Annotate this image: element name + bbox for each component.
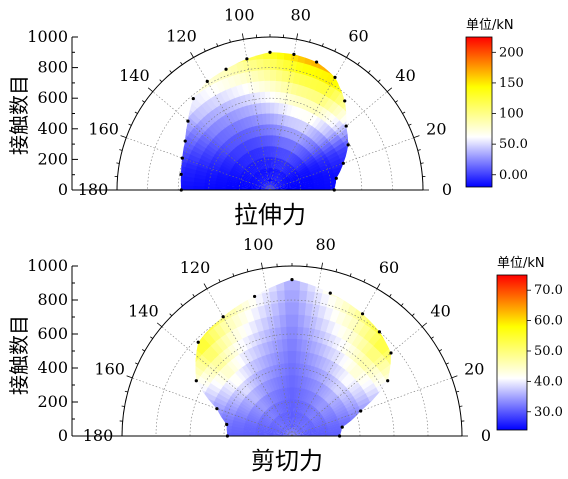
envelope-point (343, 99, 347, 103)
envelope-point (186, 119, 190, 123)
colorbar-tick-label: 200 (499, 45, 524, 60)
radial-tick-label: 0 (58, 180, 68, 199)
envelope-point (340, 425, 344, 429)
angle-tick-label: 140 (128, 301, 159, 320)
angle-tick-label: 160 (94, 360, 125, 379)
envelope-point (194, 379, 198, 383)
envelope-point (292, 52, 296, 56)
envelope-point (341, 161, 345, 165)
envelope-point (253, 294, 257, 299)
envelope-point (332, 188, 336, 192)
angle-tick-label: 120 (180, 258, 211, 277)
envelope-point (179, 172, 183, 176)
envelope-point (245, 57, 249, 61)
envelope-point (224, 67, 228, 71)
radial-tick-label: 800 (37, 290, 68, 309)
caption-shear: 剪切力 (251, 447, 323, 475)
colorbar-tick-label: 150 (499, 76, 524, 91)
colorbar-tick-label: 60.0 (534, 314, 563, 329)
envelope-point (338, 434, 342, 438)
radial-tick-label: 200 (37, 149, 68, 168)
envelope-point (183, 139, 187, 143)
colorbar: 30.0 40.0 50.0 60.0 70.0 (496, 274, 563, 431)
angle-tick-label: 100 (224, 6, 255, 25)
radial-tick-label: 1000 (27, 27, 68, 46)
colorbar-tick-label: 30.0 (534, 405, 563, 420)
radial-tick-label: 400 (37, 119, 68, 138)
envelope-point (314, 60, 319, 64)
envelope-point (221, 315, 225, 319)
angle-tick-label: 160 (88, 119, 119, 138)
envelope-point (191, 96, 195, 101)
envelope-point (334, 176, 338, 180)
envelope-point (268, 50, 272, 54)
colorbar: 0.00 50.0 100 150 200 (465, 36, 528, 188)
angle-tick-label: 0 (442, 180, 452, 199)
tensile-force-polar-chart: 接触数目 拉伸力 单位/kN 0204060801001201401601800… (7, 6, 528, 229)
envelope-points (194, 278, 393, 438)
envelope-point (225, 422, 229, 427)
angle-tick-label: 140 (119, 66, 150, 85)
radial-tick-label: 600 (37, 88, 68, 107)
radial-tick-label: 200 (37, 392, 68, 411)
envelope-point (205, 79, 209, 83)
angle-tick-label: 40 (430, 301, 450, 320)
angle-tick-label: 80 (316, 235, 336, 254)
colorbar-tick-label: 0.00 (499, 168, 528, 183)
envelope-point (359, 409, 363, 413)
envelope-point (333, 75, 337, 79)
envelope-points (179, 50, 350, 192)
angle-tick-label: 80 (291, 6, 311, 25)
caption-tensile: 拉伸力 (234, 201, 306, 229)
angle-tick-label: 120 (166, 27, 197, 46)
radial-tick-label: 400 (37, 358, 68, 377)
colorbar-tick-label: 100 (499, 107, 524, 122)
envelope-point (225, 434, 229, 438)
colorbar-tick-label: 50.0 (499, 137, 528, 152)
envelope-point (180, 156, 184, 160)
envelope-point (328, 291, 332, 295)
envelope-point (346, 143, 350, 147)
envelope-point (360, 312, 365, 316)
shear-force-polar-chart: 接触数目 剪切力 单位/kN 0204060801001201401601800… (7, 235, 563, 475)
envelope-point (215, 407, 219, 411)
colorbar-title-shear: 单位/kN (497, 256, 545, 271)
radial-tick-label: 800 (37, 58, 68, 77)
envelope-point (344, 124, 348, 128)
radial-tick-label: 0 (58, 426, 68, 445)
radial-tick-label: 600 (37, 324, 68, 343)
angle-tick-label: 20 (426, 119, 446, 138)
angle-tick-label: 60 (348, 27, 368, 46)
radial-tick-label: 1000 (27, 256, 68, 275)
colorbar-tick-label: 40.0 (534, 374, 563, 389)
envelope-point (179, 188, 183, 192)
radial-axis: 0 200 400 600 800 1000 (27, 256, 122, 445)
angle-tick-label: 40 (395, 66, 415, 85)
envelope-point (377, 330, 382, 334)
envelope-point (196, 340, 200, 344)
envelope-point (290, 278, 294, 282)
colorbar-tick-label: 50.0 (534, 344, 563, 359)
colorbar-tick-label: 70.0 (534, 283, 563, 298)
polar-grid (111, 33, 429, 191)
force-field (180, 52, 349, 190)
radial-axis: 0 200 400 600 800 1000 (27, 27, 117, 199)
ylabel-shear: 接触数目 (7, 315, 31, 395)
angle-tick-label: 0 (481, 426, 491, 445)
force-field (195, 279, 391, 436)
envelope-point (386, 379, 390, 383)
angle-tick-label: 60 (379, 258, 399, 277)
angle-tick-label: 20 (464, 360, 484, 379)
colorbar-title-tensile: 单位/kN (466, 18, 514, 33)
ylabel-tensile: 接触数目 (7, 75, 31, 155)
polar-grid (116, 262, 468, 437)
angle-tick-label: 100 (243, 235, 274, 254)
envelope-point (389, 351, 393, 355)
